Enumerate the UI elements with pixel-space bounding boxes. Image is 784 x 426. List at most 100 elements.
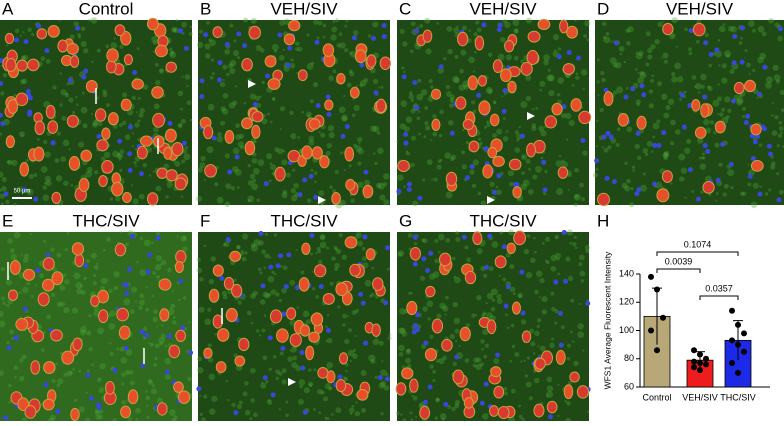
nucleus — [483, 264, 489, 270]
data-point — [741, 330, 747, 337]
nucleus — [496, 173, 502, 179]
fiber — [663, 59, 668, 64]
fiber — [741, 191, 747, 196]
fiber — [615, 142, 620, 147]
fiber — [345, 19, 349, 23]
fiber — [698, 156, 702, 160]
fiber — [316, 246, 321, 251]
fiber — [580, 279, 585, 283]
cell — [506, 242, 516, 254]
fiber — [442, 417, 445, 421]
fiber — [383, 385, 390, 391]
cell — [301, 242, 311, 255]
fiber — [477, 137, 482, 141]
fiber — [727, 108, 732, 113]
fiber — [131, 132, 134, 135]
cell — [562, 63, 575, 76]
cell — [345, 178, 356, 191]
fiber — [348, 69, 353, 74]
cell — [526, 142, 537, 158]
fiber — [432, 271, 440, 279]
fiber — [468, 56, 475, 64]
fiber — [635, 68, 638, 71]
fiber — [287, 356, 293, 362]
fiber — [355, 84, 359, 88]
fiber — [145, 390, 148, 393]
fiber — [369, 294, 373, 298]
fiber — [352, 348, 357, 352]
arrowhead — [318, 196, 326, 204]
cell — [101, 127, 111, 140]
cell — [493, 385, 505, 399]
fiber — [44, 175, 51, 182]
fiber — [318, 190, 325, 197]
data-point — [735, 369, 741, 376]
nucleus — [414, 105, 420, 111]
fiber — [344, 362, 349, 367]
fiber — [19, 131, 25, 137]
cell — [174, 177, 187, 191]
fiber — [452, 301, 459, 308]
fiber — [80, 106, 88, 114]
fiber — [154, 356, 158, 361]
nucleus — [216, 77, 222, 83]
fiber — [567, 188, 570, 191]
fiber — [481, 313, 485, 318]
fiber — [479, 141, 483, 145]
fiber — [708, 63, 712, 68]
fiber — [117, 154, 122, 158]
nucleus — [752, 139, 758, 145]
fiber — [359, 83, 364, 88]
fiber — [246, 310, 252, 316]
fiber — [186, 100, 192, 106]
fiber — [19, 34, 22, 37]
fiber — [349, 412, 353, 416]
fiber — [234, 169, 242, 176]
fiber — [355, 309, 359, 313]
fiber — [718, 162, 723, 167]
cell — [702, 181, 715, 194]
fiber — [8, 383, 12, 388]
fiber — [398, 351, 404, 357]
fiber — [438, 357, 445, 365]
fiber — [222, 243, 227, 247]
fiber — [132, 198, 139, 205]
cell — [487, 146, 498, 159]
panel-letter: F — [200, 211, 210, 230]
fiber — [715, 199, 718, 202]
fiber — [566, 343, 571, 348]
fiber — [674, 129, 681, 135]
fiber — [725, 115, 730, 120]
fiber — [410, 292, 413, 295]
fiber — [206, 146, 214, 154]
nucleus — [687, 167, 693, 173]
fiber — [630, 187, 634, 191]
fiber — [94, 410, 101, 416]
cell — [106, 48, 119, 63]
fiber — [408, 291, 412, 295]
fiber — [334, 262, 340, 269]
cell — [463, 397, 474, 409]
fiber — [103, 151, 111, 159]
nucleus — [479, 400, 485, 406]
cell — [308, 118, 321, 130]
nucleus — [743, 120, 749, 126]
fiber — [167, 267, 172, 273]
fiber — [197, 166, 204, 173]
fiber — [468, 29, 471, 32]
fiber — [410, 418, 414, 421]
cell — [42, 398, 55, 411]
fiber — [487, 88, 493, 95]
nucleus — [50, 140, 56, 146]
fiber — [719, 25, 726, 33]
fiber — [135, 418, 138, 421]
fiber — [768, 17, 774, 24]
fiber — [612, 90, 618, 95]
fiber — [124, 370, 130, 376]
fiber — [81, 91, 85, 95]
fiber — [526, 356, 531, 360]
fiber — [370, 125, 377, 132]
fiber — [77, 35, 81, 39]
fiber — [476, 294, 482, 301]
fiber — [486, 123, 491, 128]
